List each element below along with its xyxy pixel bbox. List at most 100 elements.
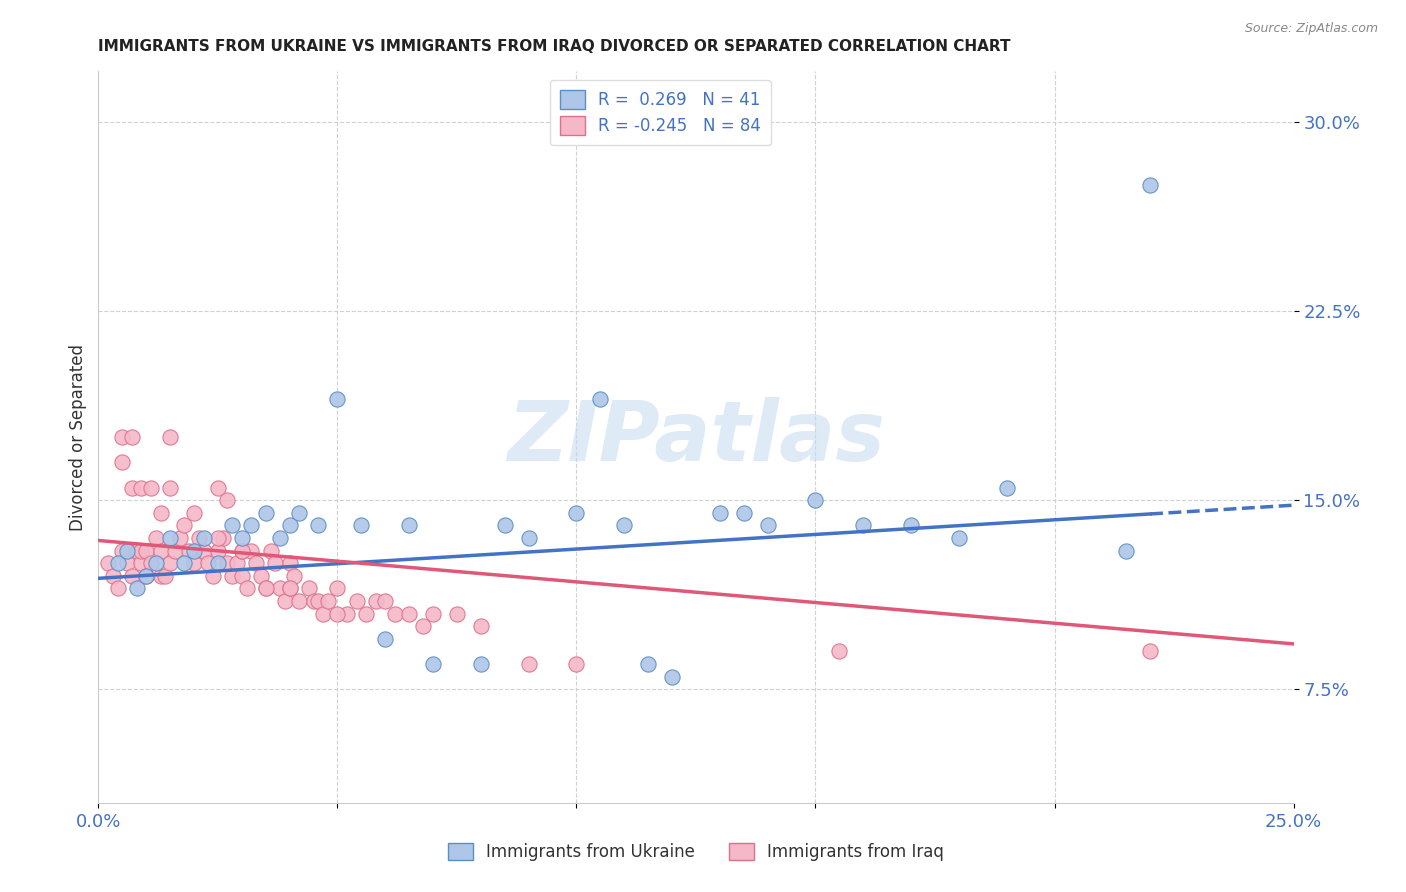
- Point: [1115, 543, 1137, 558]
- Point: [145, 556, 167, 570]
- Point: [121, 569, 143, 583]
- Point: [111, 455, 134, 469]
- Point: [517, 531, 540, 545]
- Point: [852, 518, 875, 533]
- Point: [398, 607, 420, 621]
- Point: [346, 594, 368, 608]
- Point: [254, 506, 277, 520]
- Point: [207, 481, 229, 495]
- Point: [111, 543, 134, 558]
- Point: [250, 569, 273, 583]
- Point: [278, 582, 301, 596]
- Point: [661, 670, 683, 684]
- Point: [422, 657, 444, 671]
- Point: [231, 543, 253, 558]
- Point: [193, 543, 215, 558]
- Point: [183, 543, 205, 558]
- Point: [145, 531, 167, 545]
- Point: [326, 607, 349, 621]
- Text: ZIPatlas: ZIPatlas: [508, 397, 884, 477]
- Point: [326, 582, 349, 596]
- Point: [240, 518, 263, 533]
- Point: [111, 430, 134, 444]
- Point: [312, 607, 335, 621]
- Point: [1139, 178, 1161, 192]
- Point: [995, 481, 1018, 495]
- Point: [207, 556, 229, 570]
- Point: [804, 493, 827, 508]
- Point: [278, 556, 301, 570]
- Point: [159, 556, 181, 570]
- Point: [217, 493, 239, 508]
- Point: [264, 556, 287, 570]
- Point: [221, 569, 243, 583]
- Point: [135, 569, 157, 583]
- Text: IMMIGRANTS FROM UKRAINE VS IMMIGRANTS FROM IRAQ DIVORCED OR SEPARATED CORRELATIO: IMMIGRANTS FROM UKRAINE VS IMMIGRANTS FR…: [98, 38, 1011, 54]
- Point: [101, 569, 124, 583]
- Point: [374, 594, 396, 608]
- Point: [125, 582, 148, 596]
- Point: [221, 518, 243, 533]
- Point: [316, 594, 339, 608]
- Point: [131, 543, 153, 558]
- Point: [259, 543, 281, 558]
- Point: [756, 518, 779, 533]
- Point: [384, 607, 406, 621]
- Point: [288, 594, 311, 608]
- Point: [470, 657, 492, 671]
- Point: [254, 582, 277, 596]
- Point: [115, 543, 138, 558]
- Point: [613, 518, 636, 533]
- Point: [159, 430, 181, 444]
- Point: [163, 543, 186, 558]
- Point: [283, 569, 305, 583]
- Point: [139, 481, 162, 495]
- Point: [107, 582, 129, 596]
- Point: [470, 619, 492, 633]
- Point: [350, 518, 373, 533]
- Point: [709, 506, 731, 520]
- Point: [135, 543, 157, 558]
- Point: [278, 582, 301, 596]
- Point: [197, 556, 219, 570]
- Point: [169, 531, 191, 545]
- Point: [828, 644, 851, 658]
- Point: [155, 569, 177, 583]
- Point: [179, 543, 201, 558]
- Point: [211, 531, 233, 545]
- Point: [446, 607, 468, 621]
- Point: [121, 481, 143, 495]
- Point: [187, 531, 209, 545]
- Point: [269, 531, 291, 545]
- Point: [121, 430, 143, 444]
- Point: [494, 518, 516, 533]
- Legend: Immigrants from Ukraine, Immigrants from Iraq: Immigrants from Ukraine, Immigrants from…: [441, 836, 950, 868]
- Point: [226, 556, 249, 570]
- Point: [274, 594, 297, 608]
- Point: [240, 543, 263, 558]
- Point: [183, 556, 205, 570]
- Point: [326, 392, 349, 407]
- Point: [131, 556, 153, 570]
- Point: [207, 531, 229, 545]
- Point: [948, 531, 970, 545]
- Point: [231, 569, 253, 583]
- Point: [149, 543, 172, 558]
- Point: [398, 518, 420, 533]
- Point: [637, 657, 659, 671]
- Point: [115, 556, 138, 570]
- Point: [302, 594, 325, 608]
- Point: [149, 506, 172, 520]
- Point: [364, 594, 387, 608]
- Point: [374, 632, 396, 646]
- Point: [183, 506, 205, 520]
- Point: [307, 518, 329, 533]
- Point: [298, 582, 321, 596]
- Point: [336, 607, 359, 621]
- Point: [565, 657, 588, 671]
- Point: [565, 506, 588, 520]
- Point: [269, 582, 291, 596]
- Point: [159, 481, 181, 495]
- Y-axis label: Divorced or Separated: Divorced or Separated: [69, 343, 87, 531]
- Point: [288, 506, 311, 520]
